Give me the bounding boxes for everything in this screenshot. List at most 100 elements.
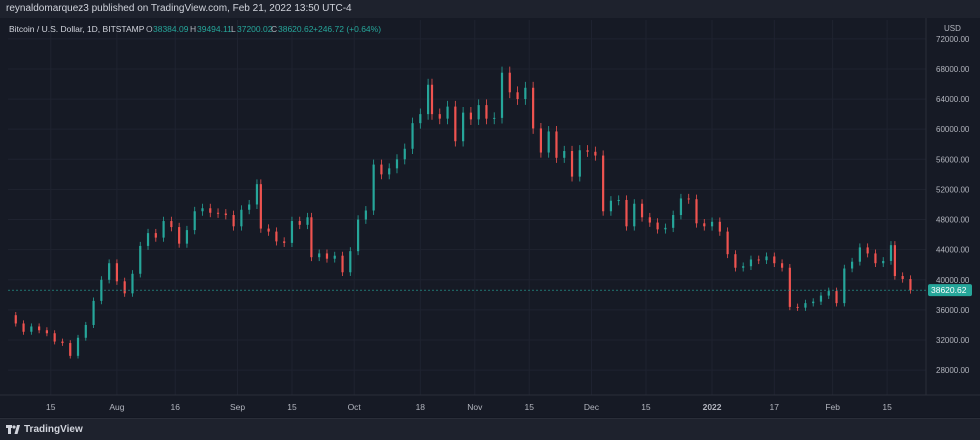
candle-body — [539, 128, 543, 153]
candle-body — [438, 114, 441, 119]
candle-body — [882, 260, 885, 264]
candle-body — [325, 253, 329, 259]
candle-body — [469, 112, 472, 120]
candle-body — [45, 330, 48, 334]
tradingview-logo-icon — [6, 425, 20, 434]
y-tick-label: 40000.00 — [936, 276, 970, 285]
candle-body — [640, 203, 644, 218]
candle-body — [500, 72, 504, 118]
last-price-tag: 38620.62 — [928, 284, 972, 297]
candle-body — [61, 341, 64, 344]
y-tick-label: 48000.00 — [936, 216, 970, 225]
candle-body — [524, 87, 527, 100]
y-tick-label: 28000.00 — [936, 366, 970, 375]
candle-body — [224, 213, 227, 216]
candle-body — [364, 210, 367, 220]
candle-body — [788, 267, 791, 307]
candle-body — [796, 306, 799, 308]
legend-c-value: 38620.62 — [278, 24, 314, 34]
x-tick-label: 15 — [287, 402, 297, 412]
candle-body — [178, 227, 181, 244]
candle-body — [185, 230, 189, 244]
candle-body — [648, 217, 651, 223]
candle-body — [901, 276, 904, 280]
candle-body — [812, 301, 815, 304]
x-tick-label: 15 — [882, 402, 892, 412]
footer-bar: TradingView — [0, 418, 980, 440]
candle-body — [310, 217, 313, 258]
last-price-tag-bg — [928, 284, 972, 297]
candle-body — [532, 87, 535, 129]
x-tick-label: Aug — [109, 402, 124, 412]
legend-o-value: 38384.09 — [153, 24, 189, 34]
candle-body — [380, 164, 383, 175]
candle-body — [602, 155, 605, 212]
candle-body — [349, 251, 352, 273]
x-tick-label: 16 — [171, 402, 181, 412]
y-axis[interactable]: 28000.00 32000.00 36000.00 40000.00 44000.00… — [936, 35, 970, 375]
candle-body — [594, 151, 597, 156]
candle-body — [757, 259, 760, 261]
candle-body — [672, 215, 675, 228]
x-axis[interactable]: 15 Aug 16 Sep 15 Oct 18 Nov 15 Dec 15 2022 17 Feb 15 — [46, 402, 892, 412]
candle-body — [625, 199, 628, 227]
x-tick-label: 17 — [770, 402, 780, 412]
publisher-bar: reynaldomarquez3 published on TradingVie… — [0, 0, 980, 19]
candle-body — [154, 233, 157, 238]
chart-area[interactable]: 28000.00 32000.00 36000.00 40000.00 44000.00… — [0, 18, 980, 417]
candle-body — [69, 343, 72, 356]
candle-body — [193, 211, 196, 231]
y-tick-label: 32000.00 — [936, 336, 970, 345]
candle-body — [780, 263, 784, 268]
footer-brand: TradingView — [24, 424, 83, 435]
legend-h-label: H — [190, 24, 196, 34]
candle-body — [547, 131, 550, 153]
candle-body — [516, 92, 519, 100]
candle-body — [38, 326, 41, 331]
candle-body — [419, 114, 422, 124]
candle-body — [115, 263, 119, 282]
x-tick-label: Nov — [467, 402, 483, 412]
candle-body — [131, 273, 134, 294]
candle-body — [53, 333, 56, 342]
candle-body — [146, 233, 150, 246]
candle-body — [454, 106, 457, 142]
x-tick-label: 2022 — [703, 402, 722, 412]
candle-body — [298, 221, 301, 225]
candle-body — [889, 245, 893, 261]
y-tick-label: 64000.00 — [936, 95, 970, 104]
candle-body — [773, 256, 776, 264]
candle-body — [858, 247, 861, 262]
candle-body — [570, 151, 574, 177]
candle-body — [679, 198, 683, 216]
currency-label: USD — [944, 24, 961, 33]
candle-body — [656, 222, 659, 230]
candles — [14, 66, 912, 359]
candlestick-chart[interactable]: 28000.00 32000.00 36000.00 40000.00 44000.00… — [0, 18, 980, 417]
candle-body — [108, 263, 111, 280]
publisher-text: reynaldomarquez3 published on TradingVie… — [6, 3, 352, 14]
candle-body — [430, 84, 434, 115]
candle-body — [695, 199, 698, 224]
candle-body — [267, 228, 270, 232]
candle-body — [411, 123, 414, 149]
candle-body — [866, 247, 869, 254]
candle-body — [664, 227, 667, 230]
candle-body — [446, 106, 449, 119]
candle-body — [333, 255, 336, 259]
candle-body — [216, 212, 220, 214]
candle-body — [633, 203, 636, 227]
candle-body — [22, 323, 25, 332]
x-tick-label: Feb — [825, 402, 840, 412]
grid-lines — [0, 18, 980, 396]
candle-body — [555, 131, 558, 158]
y-tick-label: 36000.00 — [936, 306, 970, 315]
candle-body — [240, 209, 243, 227]
candle-body — [92, 300, 95, 325]
candle-body — [617, 199, 620, 201]
candle-body — [76, 337, 80, 356]
candle-body — [403, 148, 406, 160]
legend-h-value: 39494.11 — [197, 24, 232, 34]
candle-body — [201, 208, 204, 212]
candle-body — [804, 303, 807, 308]
